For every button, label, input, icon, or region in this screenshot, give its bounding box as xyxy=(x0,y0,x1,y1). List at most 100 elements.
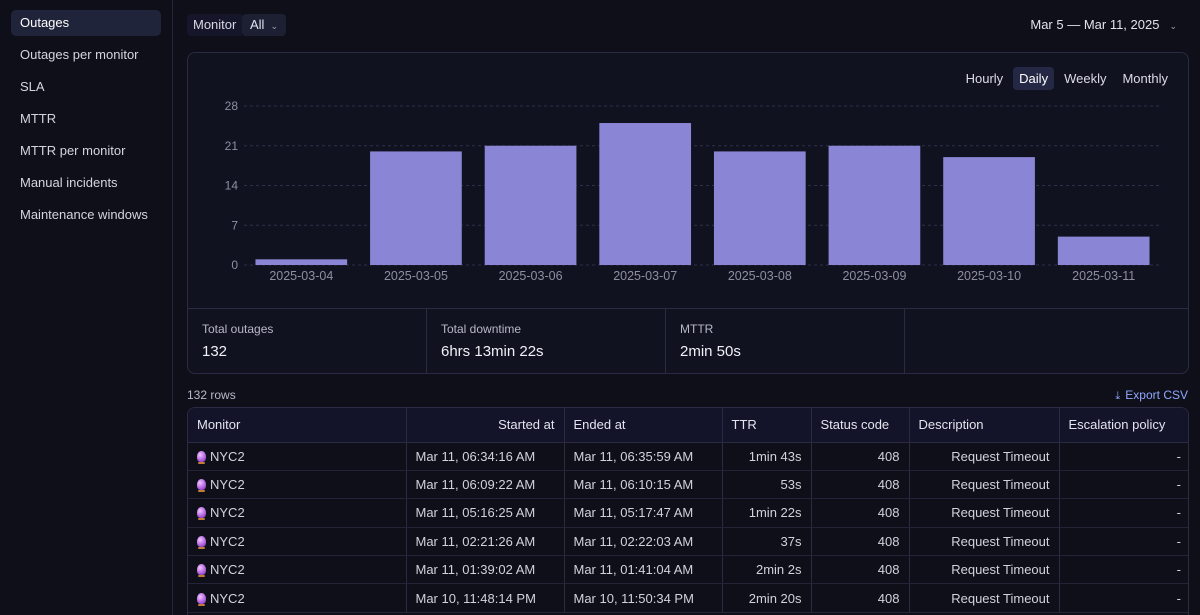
cell-description: Request Timeout xyxy=(909,442,1060,471)
sidebar-item-mttr[interactable]: MTTR xyxy=(20,111,57,126)
cell-description: Request Timeout xyxy=(909,583,1060,613)
cell-description: Request Timeout xyxy=(909,555,1060,585)
sidebar-item-outages[interactable]: Outages xyxy=(11,10,161,36)
cell-escalation-policy: - xyxy=(1059,498,1188,528)
x-tick-label: 2025-03-10 xyxy=(957,269,1021,283)
chevron-down-icon: ⌄ xyxy=(270,21,278,31)
sidebar-item-mttr-per-monitor[interactable]: MTTR per monitor xyxy=(20,143,126,158)
monitor-name: NYC2 xyxy=(210,590,245,606)
crystal-ball-icon xyxy=(197,450,206,464)
sidebar: Outages Outages per monitor SLA MTTR MTT… xyxy=(0,0,173,615)
monitor-filter-select[interactable]: All ⌄ xyxy=(242,14,286,36)
cell-escalation-policy: - xyxy=(1059,555,1188,585)
column-header-ended-at[interactable]: Ended at xyxy=(564,408,723,443)
bar-2025-03-04[interactable] xyxy=(255,259,348,265)
cell-status-code: 408 xyxy=(811,470,910,500)
cell-ended-at: Mar 11, 02:22:03 AM xyxy=(564,527,723,557)
stat-label: Total outages xyxy=(202,322,274,336)
column-header-description[interactable]: Description xyxy=(909,408,1060,443)
cell-ttr: 37s xyxy=(722,527,812,557)
cell-escalation-policy: - xyxy=(1059,583,1188,613)
stat-empty xyxy=(905,309,1188,374)
table-row[interactable]: NYC2 Mar 11, 02:21:26 AM Mar 11, 02:22:0… xyxy=(188,527,1188,557)
cell-ended-at: Mar 11, 05:17:47 AM xyxy=(564,498,723,528)
crystal-ball-icon xyxy=(197,507,206,521)
monitor-filter-value: All xyxy=(250,17,265,32)
cell-monitor: NYC2 xyxy=(188,583,407,613)
cell-escalation-policy: - xyxy=(1059,527,1188,557)
toolbar: Monitor All ⌄ Mar 5 — Mar 11, 2025 ⌄ xyxy=(187,14,1189,38)
y-tick-label: 21 xyxy=(225,139,239,153)
cell-monitor: NYC2 xyxy=(188,470,407,500)
column-header-status-code[interactable]: Status code xyxy=(811,408,910,443)
bar-2025-03-08[interactable] xyxy=(713,151,806,265)
x-tick-label: 2025-03-08 xyxy=(728,269,792,283)
bar-2025-03-06[interactable] xyxy=(484,145,577,265)
cell-started-at: Mar 10, 11:48:14 PM xyxy=(406,583,565,613)
sidebar-item-maintenance-windows[interactable]: Maintenance windows xyxy=(20,207,148,222)
cell-status-code: 408 xyxy=(811,555,910,585)
date-range-picker[interactable]: Mar 5 — Mar 11, 2025 ⌄ xyxy=(1030,14,1177,36)
column-header-escalation-policy[interactable]: Escalation policy xyxy=(1059,408,1188,443)
granularity-toggle: Hourly Daily Weekly Monthly xyxy=(960,67,1174,91)
granularity-daily[interactable]: Daily xyxy=(1013,67,1055,90)
bar-2025-03-10[interactable] xyxy=(943,157,1035,265)
bar-2025-03-09[interactable] xyxy=(828,145,921,265)
monitor-name: NYC2 xyxy=(210,477,245,493)
sidebar-item-manual-incidents[interactable]: Manual incidents xyxy=(20,175,118,190)
cell-status-code: 408 xyxy=(811,583,910,613)
cell-ended-at: Mar 11, 01:41:04 AM xyxy=(564,555,723,585)
y-tick-label: 7 xyxy=(231,218,238,232)
stats-row: Total outages 132 Total downtime 6hrs 13… xyxy=(188,308,1188,374)
cell-monitor: NYC2 xyxy=(188,498,407,528)
stat-value: 6hrs 13min 22s xyxy=(441,343,544,360)
table-row[interactable]: NYC2 Mar 10, 11:48:14 PM Mar 10, 11:50:3… xyxy=(188,583,1188,613)
stat-value: 2min 50s xyxy=(680,343,741,360)
download-icon: ⤓ xyxy=(1115,390,1121,402)
export-csv-label: Export CSV xyxy=(1125,388,1188,402)
cell-escalation-policy: - xyxy=(1059,442,1188,471)
x-tick-label: 2025-03-11 xyxy=(1072,269,1135,283)
monitor-name: NYC2 xyxy=(210,505,245,521)
column-header-started-at[interactable]: Started at xyxy=(406,408,565,443)
cell-monitor: NYC2 xyxy=(188,555,407,585)
bar-2025-03-07[interactable] xyxy=(599,123,692,266)
monitor-name: NYC2 xyxy=(210,448,245,464)
stat-label: MTTR xyxy=(680,322,714,336)
monitor-name: NYC2 xyxy=(210,562,245,578)
table-row[interactable]: NYC2 Mar 11, 06:09:22 AM Mar 11, 06:10:1… xyxy=(188,470,1188,500)
y-tick-label: 14 xyxy=(225,179,239,193)
x-tick-label: 2025-03-09 xyxy=(842,269,906,283)
outages-table: Monitor Started at Ended at TTR Status c… xyxy=(187,407,1189,615)
stat-total-outages: Total outages 132 xyxy=(188,309,427,374)
crystal-ball-icon xyxy=(197,564,206,578)
granularity-hourly[interactable]: Hourly xyxy=(965,71,1004,86)
bar-2025-03-11[interactable] xyxy=(1057,236,1150,265)
y-tick-label: 28 xyxy=(225,99,239,113)
outages-chart-card: 0 7 14 21 28 2025-03-04 2025-03-05 2025-03-06 20… xyxy=(187,52,1189,374)
granularity-monthly[interactable]: Monthly xyxy=(1122,71,1168,86)
table-row[interactable]: NYC2 Mar 11, 06:34:16 AM Mar 11, 06:35:5… xyxy=(188,442,1188,471)
cell-started-at: Mar 11, 02:21:26 AM xyxy=(406,527,565,557)
cell-started-at: Mar 11, 06:09:22 AM xyxy=(406,470,565,500)
stat-value: 132 xyxy=(202,343,228,360)
export-csv-button[interactable]: ⤓ Export CSV xyxy=(1115,388,1188,403)
table-row[interactable]: NYC2 Mar 11, 05:16:25 AM Mar 11, 05:17:4… xyxy=(188,498,1188,528)
outages-bar-chart: 0 7 14 21 28 2025-03-04 2025-03-05 2025-03-06 20… xyxy=(225,99,1161,283)
column-header-monitor[interactable]: Monitor xyxy=(188,408,407,443)
cell-ttr: 1min 43s xyxy=(722,442,812,471)
table-row[interactable]: NYC2 Mar 11, 01:39:02 AM Mar 11, 01:41:0… xyxy=(188,555,1188,585)
rows-count: 132 rows xyxy=(187,388,236,402)
cell-ended-at: Mar 10, 11:50:34 PM xyxy=(564,583,723,613)
bar-2025-03-05[interactable] xyxy=(370,151,462,265)
sidebar-item-outages-per-monitor[interactable]: Outages per monitor xyxy=(20,47,139,62)
stat-mttr: MTTR 2min 50s xyxy=(666,309,905,374)
cell-ttr: 53s xyxy=(722,470,812,500)
column-header-ttr[interactable]: TTR xyxy=(722,408,812,443)
crystal-ball-icon xyxy=(197,535,206,549)
sidebar-item-sla[interactable]: SLA xyxy=(20,79,45,94)
date-range-value: Mar 5 — Mar 11, 2025 xyxy=(1030,17,1160,32)
cell-description: Request Timeout xyxy=(909,470,1060,500)
granularity-weekly[interactable]: Weekly xyxy=(1064,71,1107,86)
cell-status-code: 408 xyxy=(811,442,910,471)
